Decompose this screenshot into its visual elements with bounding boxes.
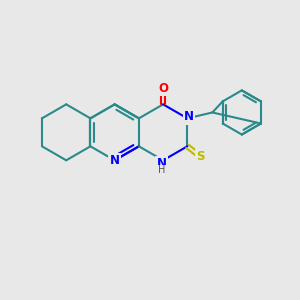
Text: H: H bbox=[158, 165, 165, 175]
Text: S: S bbox=[196, 150, 205, 163]
Text: O: O bbox=[158, 82, 168, 95]
Text: N: N bbox=[110, 154, 120, 167]
Text: N: N bbox=[184, 110, 194, 123]
Text: N: N bbox=[157, 157, 166, 170]
